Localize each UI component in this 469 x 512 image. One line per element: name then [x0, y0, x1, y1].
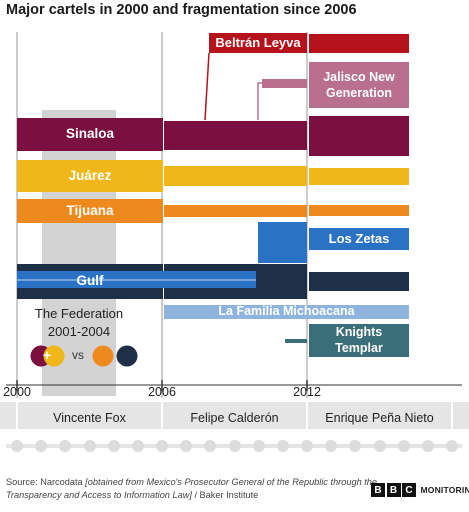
label-tijuana: Tijuana: [66, 203, 114, 218]
bbc-logo-letter: B: [371, 483, 385, 497]
year-2012: 2012: [293, 385, 321, 399]
year-dots: [11, 440, 458, 452]
beltran-connector: [204, 52, 210, 121]
label-sinaloa: Sinaloa: [65, 126, 114, 141]
jalisco-stub: [262, 79, 307, 88]
presidents-band: [0, 402, 469, 429]
gulf-bar-2012: [309, 272, 409, 291]
year-2000: 2000: [3, 385, 31, 399]
bbc-logo-word: MONITORING: [420, 485, 469, 495]
knights-stub: [285, 339, 307, 343]
federation-name: The Federation: [34, 306, 124, 321]
label-beltran: Beltrán Leyva: [215, 35, 301, 50]
bbc-logo-letter: C: [402, 483, 416, 497]
tijuana-bar-2012: [309, 205, 409, 216]
label-knights-2: Templar: [335, 341, 383, 355]
president-fox: Vincente Fox: [53, 411, 126, 425]
year-2006: 2006: [148, 385, 176, 399]
juarez-bar-2006: [164, 166, 307, 186]
federation-circle-tijuana: [92, 345, 114, 367]
label-knights-1: Knights: [335, 325, 383, 339]
knights-bar: [309, 324, 409, 357]
label-jalisco-1: Jalisco New: [323, 70, 395, 84]
federation-vs: vs: [72, 348, 84, 362]
label-juarez: Juárez: [68, 168, 112, 183]
tijuana-bar-2006: [164, 205, 307, 217]
label-zetas: Los Zetas: [328, 231, 390, 246]
label-gulf: Gulf: [76, 273, 104, 288]
beltran-bar-early: [209, 33, 307, 53]
juarez-bar-2000: [17, 160, 163, 192]
jalisco-connector: [257, 82, 262, 120]
zetas-bar-2012: [309, 228, 409, 250]
bbc-monitoring-logo: B B C MONITORING: [371, 483, 469, 497]
president-pena-nieto: Enrique Peña Nieto: [325, 411, 434, 425]
source-note: Source: Narcodata [obtained from Mexico'…: [6, 477, 378, 500]
sinaloa-bar-2012: [309, 116, 409, 156]
beltran-bar-late: [309, 34, 409, 53]
federation-circle-juarez: [43, 345, 65, 367]
tijuana-bar-2000: [17, 199, 163, 223]
federation-circle-gulf: [116, 345, 138, 367]
jalisco-bar: [309, 62, 409, 108]
federation-years: 2001-2004: [47, 324, 111, 339]
sinaloa-bar-2006: [164, 121, 307, 150]
label-jalisco-2: Generation: [326, 86, 392, 100]
zetas-bar-2006: [258, 222, 307, 263]
juarez-bar-2012: [309, 168, 409, 185]
familia-bar: [164, 305, 409, 319]
chart-title: Major cartels in 2000 and fragmentation …: [6, 2, 357, 18]
sinaloa-bar-2000: [17, 118, 163, 151]
bbc-logo-letter: B: [386, 483, 401, 497]
federation-plus: +: [42, 347, 52, 363]
label-familia: La Familia Michoacana: [218, 304, 355, 318]
president-calderon: Felipe Calderón: [190, 411, 279, 425]
